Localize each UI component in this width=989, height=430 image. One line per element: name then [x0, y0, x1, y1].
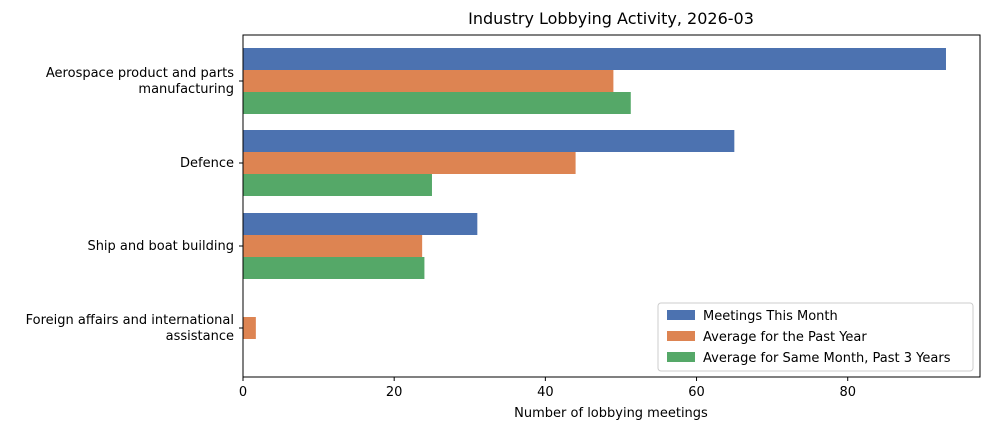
- x-tick-label: 40: [537, 385, 554, 400]
- chart-title: Industry Lobbying Activity, 2026-03: [468, 9, 754, 28]
- y-tick-label: Aerospace product and parts: [46, 66, 234, 81]
- y-tick-label: Foreign affairs and international: [26, 313, 234, 328]
- bar-2-2: [243, 152, 576, 174]
- bar-3-3: [243, 257, 425, 279]
- y-tick-label: Defence: [180, 156, 234, 171]
- y-tick-label: Ship and boat building: [87, 239, 234, 254]
- plot-frame: [242, 34, 981, 378]
- y-axis: Aerospace product and partsmanufacturing…: [26, 66, 243, 344]
- legend-label: Average for the Past Year: [703, 330, 867, 345]
- bar-2-4: [243, 317, 256, 339]
- bar-1-1: [243, 48, 946, 70]
- legend-swatch: [667, 310, 695, 320]
- legend-box: [657, 302, 974, 372]
- bar-2-1: [243, 70, 614, 92]
- legend-label: Average for Same Month, Past 3 Years: [703, 351, 951, 366]
- bar-1-2: [243, 130, 735, 152]
- bar-1-3: [243, 213, 478, 235]
- bar-2-3: [243, 235, 423, 257]
- x-tick-label: 80: [839, 385, 856, 400]
- x-tick-label: 0: [239, 385, 247, 400]
- y-tick-label: manufacturing: [138, 82, 234, 97]
- legend-swatch: [667, 352, 695, 362]
- x-tick-label: 60: [688, 385, 705, 400]
- legend-label: Meetings This Month: [703, 309, 838, 324]
- x-axis: 0 20 40 60 80: [239, 377, 856, 400]
- bar-3-2: [243, 174, 432, 196]
- legend: Meetings This Month Average for the Past …: [657, 302, 974, 372]
- bars-layer: [243, 48, 946, 339]
- x-tick-label: 20: [386, 385, 403, 400]
- x-axis-label: Number of lobbying meetings: [514, 406, 708, 421]
- bar-3-1: [243, 92, 631, 114]
- y-tick-label: assistance: [166, 329, 234, 344]
- legend-swatch: [667, 331, 695, 341]
